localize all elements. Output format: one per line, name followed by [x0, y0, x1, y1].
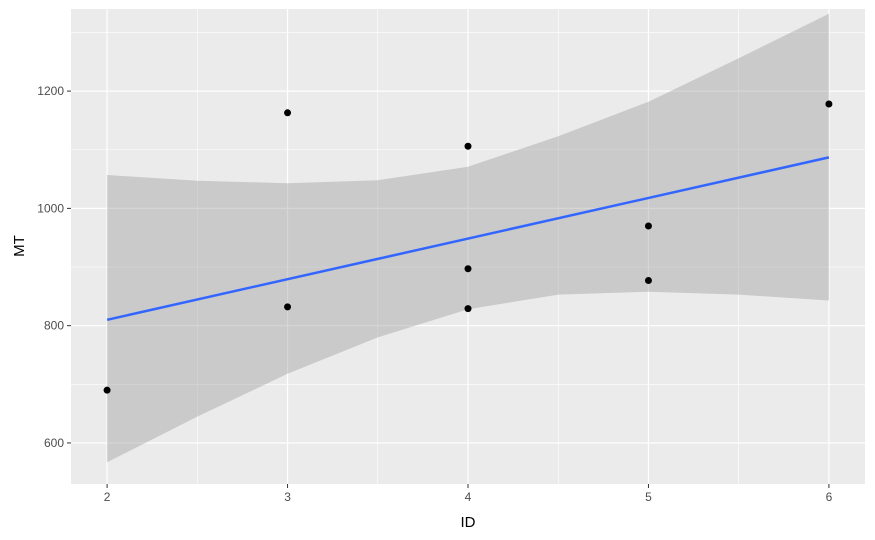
data-point [825, 100, 833, 108]
major-grid [71, 9, 865, 484]
data-point [644, 277, 652, 285]
data-point [644, 222, 652, 230]
y-axis: 600 800 1000 1200 [37, 84, 71, 450]
x-axis: 2 3 4 5 6 [104, 484, 833, 504]
data-point [464, 305, 472, 313]
data-points [103, 100, 833, 394]
regression-line [106, 156, 830, 322]
y-tick-label: 800 [44, 319, 64, 333]
data-point [284, 109, 292, 117]
x-tick-label: 2 [104, 490, 111, 504]
x-tick-label: 4 [465, 490, 472, 504]
data-point [284, 303, 292, 311]
data-point [464, 142, 472, 150]
y-axis-title: MT [11, 235, 28, 257]
data-point [103, 386, 111, 394]
x-axis-title: ID [461, 514, 476, 531]
y-tick-label: 1000 [37, 201, 64, 215]
y-tick-label: 1200 [37, 84, 64, 98]
data-point [464, 265, 472, 273]
x-tick-label: 5 [645, 490, 652, 504]
y-tick-label: 600 [44, 436, 64, 450]
x-tick-label: 3 [284, 490, 291, 504]
x-tick-label: 6 [826, 490, 833, 504]
